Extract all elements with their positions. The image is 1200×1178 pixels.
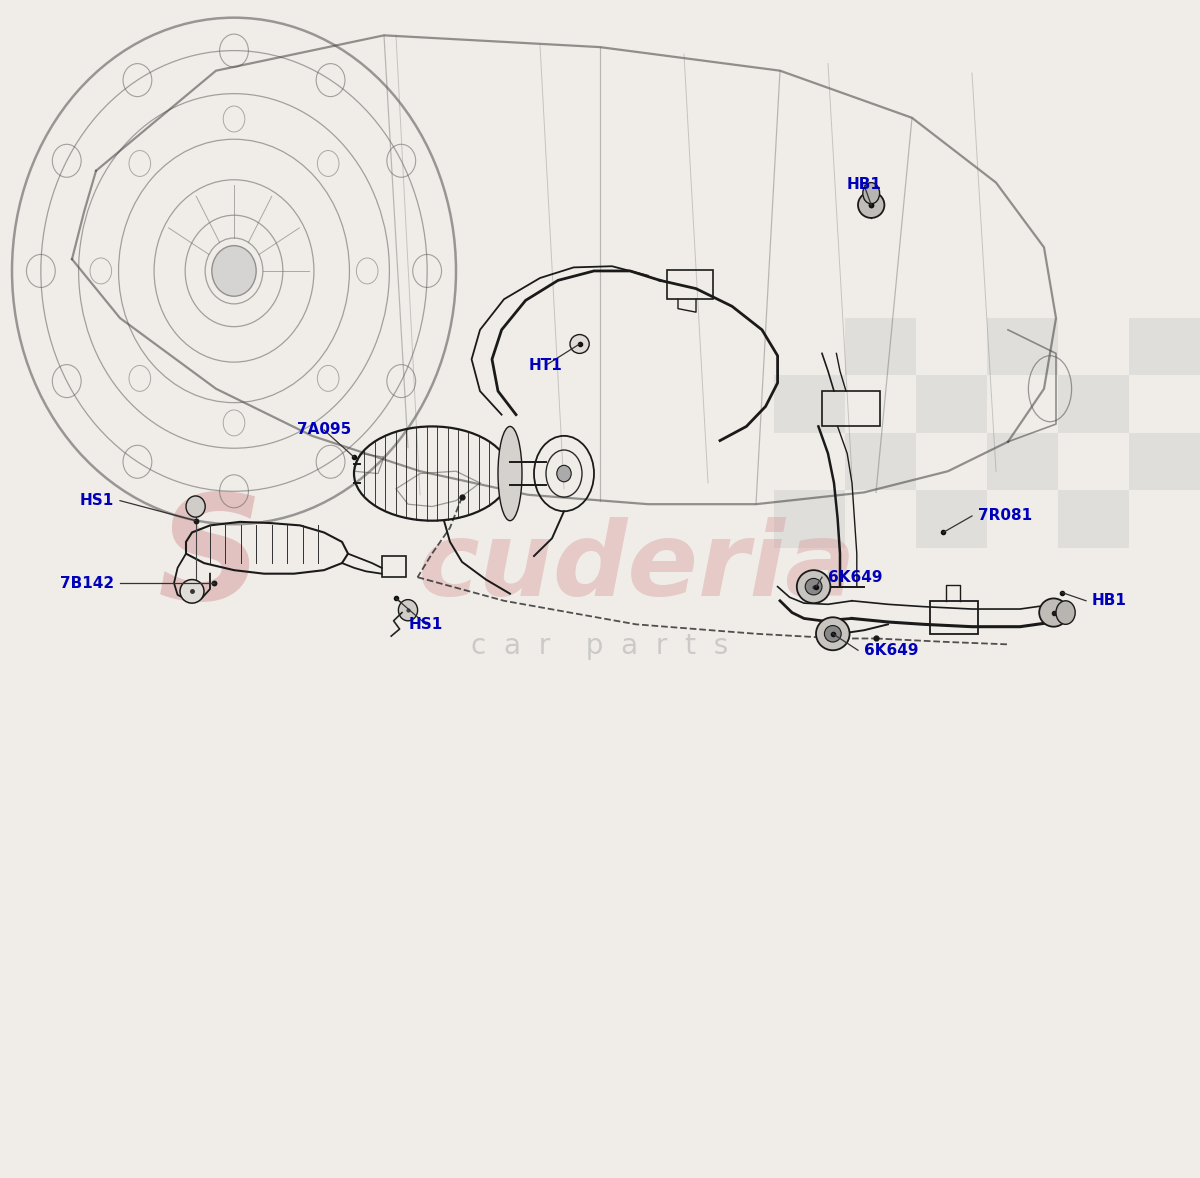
Bar — [1129, 432, 1200, 490]
Bar — [667, 270, 713, 299]
Text: HB1: HB1 — [1092, 594, 1127, 608]
Ellipse shape — [498, 426, 522, 521]
Ellipse shape — [180, 580, 204, 603]
Ellipse shape — [1056, 601, 1075, 624]
Bar — [845, 318, 916, 376]
Bar — [774, 490, 845, 548]
Text: HS1: HS1 — [79, 494, 114, 508]
Bar — [774, 376, 845, 432]
Text: HB1: HB1 — [846, 178, 882, 192]
Bar — [930, 601, 978, 634]
Bar — [822, 391, 880, 426]
Bar — [1058, 490, 1129, 548]
Text: 7A095: 7A095 — [296, 423, 352, 437]
Bar — [1129, 318, 1200, 376]
Text: cuderia: cuderia — [416, 517, 856, 618]
Ellipse shape — [1039, 598, 1068, 627]
Ellipse shape — [212, 245, 257, 296]
Ellipse shape — [863, 183, 880, 204]
Text: c  a  r    p  a  r  t  s: c a r p a r t s — [472, 631, 728, 660]
Ellipse shape — [805, 578, 822, 595]
Bar — [382, 556, 406, 577]
Ellipse shape — [797, 570, 830, 603]
Ellipse shape — [824, 626, 841, 642]
Bar — [845, 432, 916, 490]
Text: 7B142: 7B142 — [60, 576, 114, 590]
Ellipse shape — [816, 617, 850, 650]
Text: 6K649: 6K649 — [864, 643, 918, 657]
Text: HS1: HS1 — [409, 617, 443, 631]
Bar — [916, 376, 986, 432]
Text: 6K649: 6K649 — [828, 570, 882, 584]
Ellipse shape — [570, 335, 589, 353]
Bar — [916, 490, 986, 548]
Bar — [986, 318, 1058, 376]
Text: 7R081: 7R081 — [978, 509, 1032, 523]
Ellipse shape — [398, 600, 418, 621]
Bar — [986, 432, 1058, 490]
Bar — [1058, 376, 1129, 432]
Ellipse shape — [858, 192, 884, 218]
Text: S: S — [157, 489, 263, 630]
Ellipse shape — [557, 465, 571, 482]
Ellipse shape — [186, 496, 205, 517]
Text: HT1: HT1 — [529, 358, 563, 372]
